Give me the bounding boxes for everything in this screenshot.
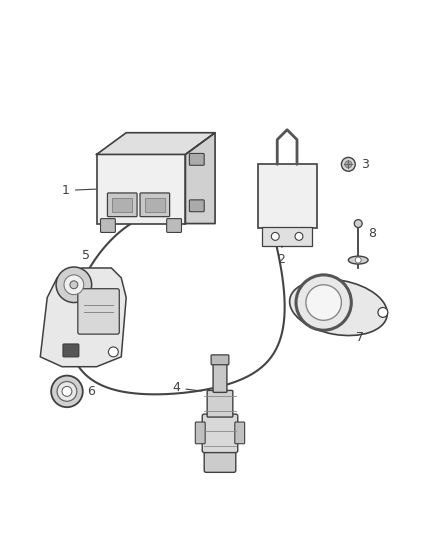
Circle shape xyxy=(271,232,279,240)
FancyBboxPatch shape xyxy=(211,355,229,365)
Circle shape xyxy=(62,386,72,397)
FancyBboxPatch shape xyxy=(189,200,204,212)
FancyBboxPatch shape xyxy=(258,164,317,229)
FancyBboxPatch shape xyxy=(107,193,137,216)
Text: 3: 3 xyxy=(361,158,369,171)
Circle shape xyxy=(354,220,362,228)
Circle shape xyxy=(64,275,84,295)
FancyBboxPatch shape xyxy=(235,422,245,444)
Polygon shape xyxy=(40,268,126,367)
Text: 7: 7 xyxy=(356,330,364,344)
FancyBboxPatch shape xyxy=(167,219,181,232)
Circle shape xyxy=(345,161,352,168)
FancyBboxPatch shape xyxy=(195,422,205,444)
FancyBboxPatch shape xyxy=(101,219,115,232)
Text: 8: 8 xyxy=(368,227,376,240)
FancyBboxPatch shape xyxy=(204,449,236,472)
Ellipse shape xyxy=(348,256,368,264)
Text: 4: 4 xyxy=(173,382,201,394)
Circle shape xyxy=(378,308,388,317)
FancyBboxPatch shape xyxy=(96,155,185,223)
Circle shape xyxy=(295,232,303,240)
Text: 2: 2 xyxy=(277,246,285,266)
Circle shape xyxy=(306,285,342,320)
Circle shape xyxy=(57,382,77,401)
Circle shape xyxy=(51,376,83,407)
Circle shape xyxy=(56,267,92,303)
FancyBboxPatch shape xyxy=(63,344,79,357)
Circle shape xyxy=(342,157,355,171)
Ellipse shape xyxy=(290,279,387,336)
FancyBboxPatch shape xyxy=(262,227,312,246)
Text: 1: 1 xyxy=(62,184,96,197)
FancyBboxPatch shape xyxy=(207,390,233,417)
FancyBboxPatch shape xyxy=(202,414,238,453)
FancyBboxPatch shape xyxy=(189,154,204,165)
Circle shape xyxy=(355,257,361,263)
Circle shape xyxy=(70,281,78,289)
Polygon shape xyxy=(185,133,215,223)
Circle shape xyxy=(109,347,118,357)
FancyBboxPatch shape xyxy=(145,198,165,212)
FancyBboxPatch shape xyxy=(113,198,132,212)
Text: 5: 5 xyxy=(82,249,90,262)
FancyBboxPatch shape xyxy=(140,193,170,216)
Text: 6: 6 xyxy=(87,385,95,398)
FancyBboxPatch shape xyxy=(78,289,119,334)
FancyBboxPatch shape xyxy=(213,363,227,392)
Circle shape xyxy=(296,275,351,330)
Polygon shape xyxy=(96,133,215,155)
